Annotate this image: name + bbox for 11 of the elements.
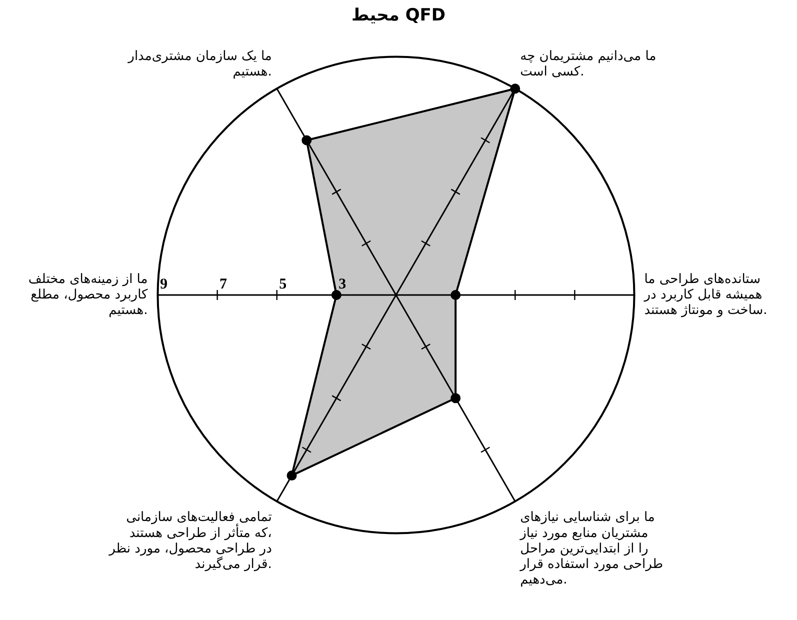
spoke-label: ما می‌دانیم مشتریمان چه کسی است. — [520, 48, 656, 80]
spoke-label: ما از زمینه‌های مختلف کاربرد محصول، مطلع هستیم. — [28, 272, 149, 318]
spoke-label: تمامی فعالیت‌های سازمانی که متأثر از طراحی هستند، در طراحی محصول، مورد نظر قرار می‌گیرند. — [108, 510, 272, 572]
y-tick-label: 7 — [220, 276, 228, 292]
y-tick-label: 5 — [279, 276, 287, 292]
spoke-label: ما یک سازمان مشتری‌مدار هستیم. — [127, 48, 272, 80]
y-tick-label: 9 — [160, 276, 168, 292]
y-tick-label: 3 — [338, 276, 346, 292]
spoke-label: ستانده‌های طراحی ما همیشه قابل کاربرد در ساخت و مونتاژ هستند. — [643, 272, 768, 318]
chart-title: محیط QFD — [351, 6, 446, 26]
spoke-label: ما برای شناسایی نیازهای مشتریان منابع مورد نیاز را از ابتدایی‌ترین مراحل طراحی مورد استفاده قرار می‌دهیم. — [519, 510, 664, 588]
